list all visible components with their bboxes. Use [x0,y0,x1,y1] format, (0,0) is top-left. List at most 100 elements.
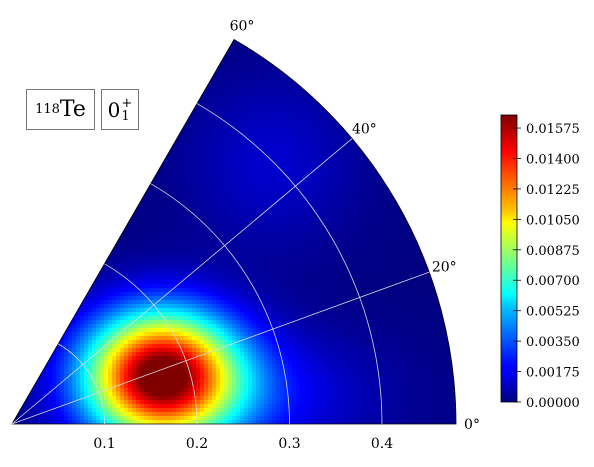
heat-cell [88,56,93,61]
heat-cell [12,12,17,17]
heat-cell [196,68,201,73]
heat-cell [184,112,189,117]
heat-cell [344,144,349,149]
heat-cell [140,148,145,153]
heat-cell [432,64,437,69]
heat-cell [264,80,269,85]
heat-cell [364,52,369,57]
heat-cell [192,52,197,57]
heat-cell [96,132,101,137]
heat-cell [308,128,313,133]
heat-cell [264,132,269,137]
heat-cell [60,32,65,37]
heat-cell [276,0,281,1]
heat-cell [168,24,173,29]
heat-cell [440,92,445,97]
heat-cell [372,148,377,153]
heat-cell [156,32,161,37]
heat-cell [168,8,173,13]
heat-cell [132,60,137,65]
heat-cell [12,156,17,161]
heat-cell [60,24,65,29]
heat-cell [172,124,177,129]
heat-cell [308,76,313,81]
heat-cell [176,20,181,25]
heat-cell [212,84,217,89]
heat-cell [220,44,225,49]
heat-cell [184,12,189,17]
heat-cell [12,92,17,97]
heat-cell [316,76,321,81]
heat-cell [456,84,461,89]
heat-cell [76,44,81,49]
heat-cell [180,0,185,5]
heat-cell [436,132,441,137]
heat-cell [280,8,285,13]
heat-cell [148,20,153,25]
heat-cell [404,32,409,37]
heat-cell [208,72,213,77]
heat-cell [368,104,373,109]
heat-cell [148,112,153,117]
heat-cell [368,60,373,65]
heat-cell [340,0,345,5]
heat-cell [36,152,41,157]
heat-cell [392,132,397,137]
heat-cell [80,76,85,81]
heat-cell [100,52,105,57]
heat-cell [288,72,293,77]
heat-cell [288,12,293,17]
heat-cell [344,68,349,73]
heat-cell [216,28,221,33]
heat-cell [156,136,161,141]
heat-cell [456,32,461,37]
heat-cell [332,12,337,17]
heat-cell [116,136,121,141]
heat-cell [152,88,157,93]
heat-cell [444,0,449,5]
heat-cell [436,76,441,81]
heat-cell [348,112,353,117]
heat-cell [228,56,233,61]
heat-cell [404,72,409,77]
heat-cell [336,80,341,85]
heat-cell [192,32,197,37]
heat-cell [424,76,429,81]
heat-cell [312,28,317,33]
heat-cell [344,72,349,77]
heat-cell [264,12,269,17]
heat-cell [452,16,457,21]
heat-cell [332,64,337,69]
heat-cell [184,24,189,29]
heat-cell [200,44,205,49]
heat-cell [240,76,245,81]
heat-cell [276,152,281,157]
heat-cell [144,156,149,161]
heat-cell [336,64,341,69]
heat-cell [376,112,381,117]
heat-cell [112,152,117,157]
heat-cell [328,24,333,29]
heat-cell [156,80,161,85]
heat-cell [16,124,21,129]
heat-cell [44,4,49,9]
heat-cell [332,44,337,49]
heat-cell [112,24,117,29]
heat-cell [404,48,409,53]
heat-cell [376,44,381,49]
heat-cell [200,39,205,41]
heat-cell [392,0,397,5]
heat-cell [360,108,365,113]
heat-cell [164,0,169,5]
heat-cell [228,84,233,89]
heat-cell [280,80,285,85]
heat-cell [308,20,313,25]
heat-cell [120,20,125,25]
heat-cell [96,28,101,33]
heat-cell [252,52,257,57]
heat-cell [408,104,413,109]
heat-cell [356,40,361,45]
heat-cell [396,12,401,17]
heat-cell [376,56,381,61]
heat-cell [236,116,241,121]
